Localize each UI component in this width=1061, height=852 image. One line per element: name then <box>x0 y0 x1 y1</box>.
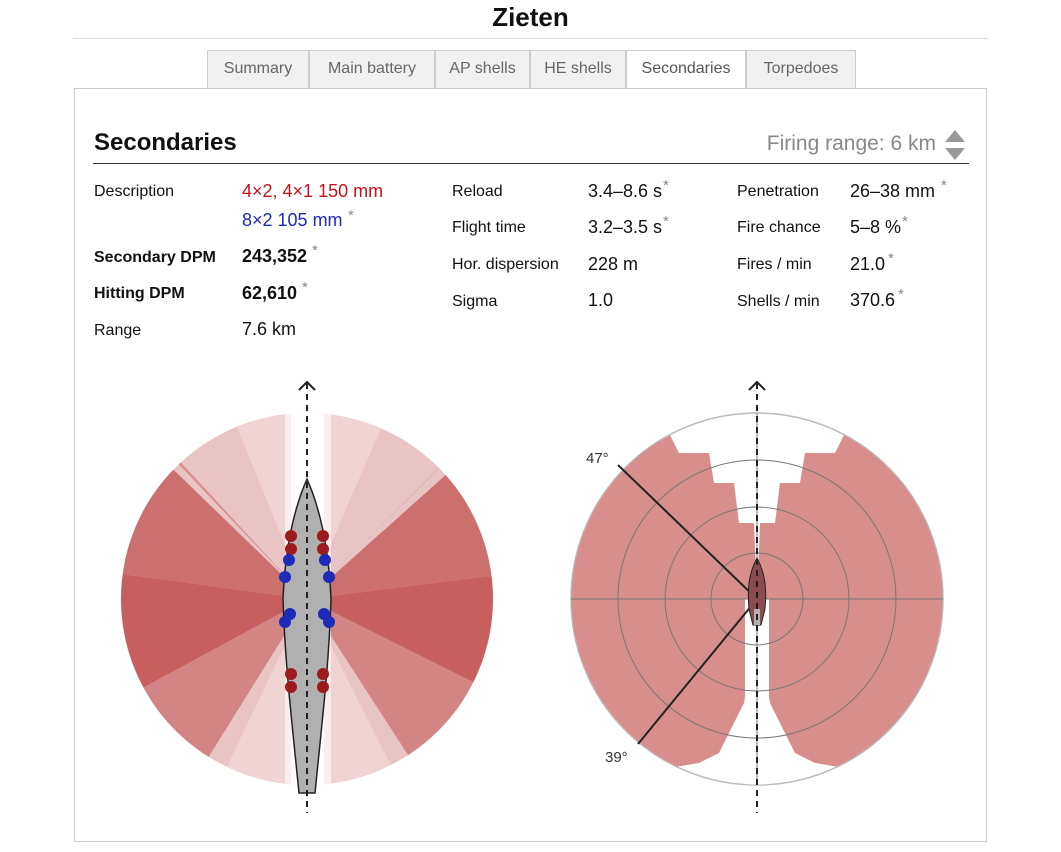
range-value: 7.6 km <box>242 319 297 339</box>
shells-per-min-label: Shells / min <box>737 293 820 310</box>
footnote-mark: * <box>663 177 669 194</box>
footnote-mark: * <box>312 242 318 259</box>
firing-arcs-diagram <box>121 380 493 813</box>
footnote-mark: * <box>941 177 947 194</box>
tab-he-shells[interactable]: HE shells <box>530 50 626 88</box>
firing-range-value: 6 km <box>890 132 936 155</box>
large-gun-markers <box>285 530 329 693</box>
footnote-mark: * <box>902 213 908 230</box>
hitting-dpm-value: 62,610 <box>242 283 298 303</box>
secondary-dpm-value: 243,352 <box>242 246 308 266</box>
hor-dispersion-label: Hor. dispersion <box>452 256 559 273</box>
section-divider <box>93 163 969 164</box>
footnote-mark: * <box>348 207 354 224</box>
angle-line-bottom <box>637 598 758 745</box>
fires-per-min-label: Fires / min <box>737 256 812 273</box>
bow-arrow-icon <box>298 380 316 391</box>
footnote-mark: * <box>888 250 894 267</box>
secondaries-panel: Secondaries Firing range: 6 km Descripti… <box>74 88 987 842</box>
dispersion-polar-diagram: 47° 39° <box>570 380 944 813</box>
tab-secondaries[interactable]: Secondaries <box>626 50 746 89</box>
secondary-dpm-label: Secondary DPM <box>94 249 216 266</box>
title-divider <box>73 38 988 39</box>
hor-dispersion-value: 228 m <box>588 254 639 274</box>
flight-time-value: 3.2–3.5 s <box>588 217 663 237</box>
fires-per-min-value: 21.0 <box>850 254 886 274</box>
firing-range: Firing range: 6 km <box>767 132 936 156</box>
description-secondary-guns: 8×2 105 mm <box>242 210 343 230</box>
section-heading: Secondaries <box>94 129 237 156</box>
sigma-label: Sigma <box>452 293 498 310</box>
description-label: Description <box>94 183 175 200</box>
tab-summary[interactable]: Summary <box>207 50 309 88</box>
footnote-mark: * <box>663 213 669 230</box>
angle-line-top <box>617 464 758 600</box>
range-stepper-icon[interactable] <box>944 129 966 161</box>
reload-label: Reload <box>452 183 503 200</box>
angle-label-bottom: 39° <box>605 749 628 766</box>
tab-ap-shells[interactable]: AP shells <box>435 50 530 88</box>
description-main-guns: 4×2, 4×1 150 mm <box>242 181 384 201</box>
page-title: Zieten <box>492 2 569 32</box>
reload-value: 3.4–8.6 s <box>588 181 663 201</box>
footnote-mark: * <box>898 286 904 303</box>
penetration-value: 26–38 mm <box>850 181 936 201</box>
angle-label-top: 47° <box>586 450 609 467</box>
small-gun-markers <box>279 554 335 628</box>
footnote-mark: * <box>302 279 308 296</box>
fire-chance-value: 5–8 % <box>850 217 902 237</box>
tab-torpedoes[interactable]: Torpedoes <box>746 50 856 88</box>
penetration-label: Penetration <box>737 183 819 200</box>
range-label: Range <box>94 322 142 339</box>
tab-main-battery[interactable]: Main battery <box>309 50 435 88</box>
hitting-dpm-label: Hitting DPM <box>94 285 185 302</box>
flight-time-label: Flight time <box>452 219 526 236</box>
firing-range-label: Firing range: <box>766 132 885 155</box>
shells-per-min-value: 370.6 <box>850 290 896 310</box>
fire-chance-label: Fire chance <box>737 219 821 236</box>
bow-arrow-icon <box>748 380 766 391</box>
sigma-value: 1.0 <box>588 290 614 310</box>
